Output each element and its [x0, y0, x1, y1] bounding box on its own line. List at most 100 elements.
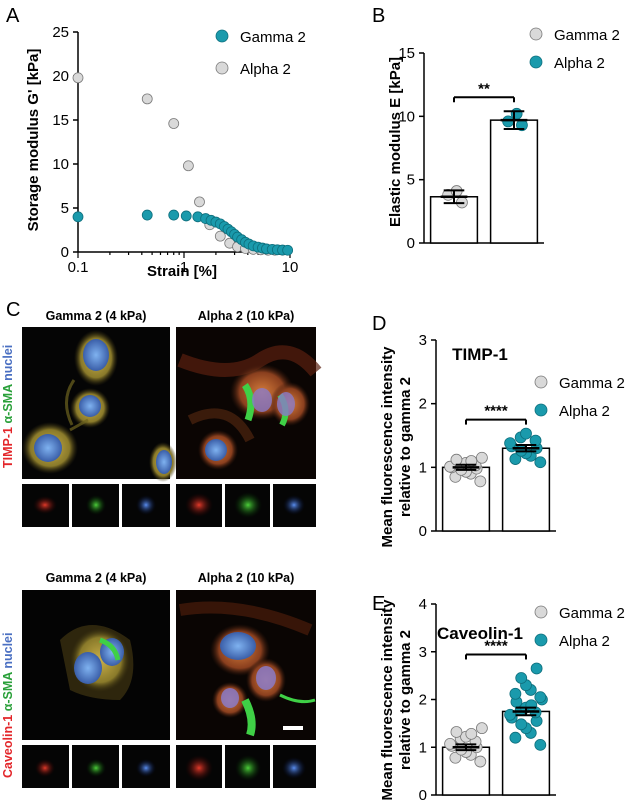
chart-a-point: [182, 160, 194, 172]
chart-d-significance-label: ****: [484, 403, 508, 420]
chart-d-legend-label: Gamma 2: [559, 375, 625, 392]
micrograph-title-alpha-bottom: Alpha 2 (10 kPa): [198, 571, 295, 585]
chart-b-legend-marker: [529, 55, 543, 69]
chart-b-ytick-label: 5: [407, 172, 415, 189]
stain-label-row1: TIMP-1 α-SMA nuclei: [1, 345, 15, 468]
chart-e-point: [465, 727, 478, 740]
chart-e-legend-marker: [534, 633, 548, 647]
chart-a-series-gamma-2: [72, 209, 294, 256]
chart-b-legend-label: Alpha 2: [554, 55, 605, 72]
micrograph-title-alpha-top: Alpha 2 (10 kPa): [198, 309, 295, 323]
chart-d-legend-label: Alpha 2: [559, 403, 610, 420]
chart-e-ylabel-line1: Mean fluorescence intensity: [379, 599, 396, 801]
chart-d-point: [529, 434, 542, 447]
micrograph-gamma-caveolin-merge: [22, 590, 170, 740]
chart-d-point: [476, 451, 488, 464]
panel-label-b: B: [372, 5, 385, 27]
chart-a-legend-label: Gamma 2: [240, 29, 306, 46]
chart-e-ylabel-line2: relative to gamma 2: [397, 630, 414, 770]
chart-d-point: [520, 427, 532, 440]
panel-label-c: C: [6, 299, 20, 321]
chart-e-point: [515, 718, 528, 731]
chart-d-legend-marker: [534, 403, 548, 417]
chart-e-point: [509, 731, 522, 744]
chart-e-ytick-label: 1: [419, 739, 427, 756]
chart-e-point: [530, 662, 543, 675]
chart-d-ytick-label: 0: [419, 523, 427, 540]
chart-a-point: [282, 244, 294, 256]
chart-a: Storage modulus G' [kPa] Strain [%] 0510…: [25, 24, 306, 280]
chart-d-point: [450, 453, 463, 466]
chart-b-ytick-label: 0: [407, 235, 415, 252]
stain-blue-row1: nuclei: [1, 345, 15, 381]
stain-blue-row2: nuclei: [1, 633, 15, 669]
chart-a-point: [141, 209, 153, 221]
chart-e-point: [509, 687, 522, 700]
channel-strip-row2: [22, 745, 316, 788]
panel-label-a: A: [6, 5, 20, 27]
chart-a-legend-marker: [215, 29, 229, 43]
chart-e: Caveolin-1 Mean fluorescence intensity r…: [379, 596, 625, 804]
chart-d-point: [504, 437, 516, 450]
chart-a-ytick-label: 10: [52, 156, 69, 173]
chart-a-point: [194, 196, 205, 208]
chart-d-legend-marker: [534, 375, 548, 389]
chart-a-point: [168, 209, 180, 221]
chart-e-ytick-label: 3: [419, 644, 427, 661]
chart-e-point: [476, 722, 488, 735]
chart-e-point: [525, 699, 538, 712]
chart-b-bar: [489, 119, 539, 244]
chart-d: TIMP-1 Mean fluorescence intensity relat…: [379, 332, 625, 547]
chart-d-point: [509, 453, 522, 465]
chart-d-ytick-label: 2: [419, 396, 427, 413]
chart-b-ytick-label: 10: [398, 108, 415, 125]
chart-b-ylabel: Elastic modulus E [kPa]: [387, 57, 404, 227]
chart-a-xlabel: Strain [%]: [147, 263, 217, 280]
chart-e-ytick-label: 2: [419, 692, 427, 709]
micrograph-title-gamma-bottom: Gamma 2 (4 kPa): [46, 571, 147, 585]
chart-e-point: [534, 691, 547, 704]
chart-b-legend-label: Gamma 2: [554, 27, 620, 44]
chart-a-legend-label: Alpha 2: [240, 61, 291, 78]
chart-d-ytick-label: 3: [419, 332, 427, 349]
stain-label-row2: Caveolin-1 α-SMA nuclei: [1, 633, 15, 778]
chart-a-ytick-label: 5: [61, 200, 69, 217]
chart-a-xtick-label: 0.1: [68, 259, 89, 276]
chart-a-series-alpha-2: [72, 72, 288, 256]
chart-b-ytick-label: 15: [398, 45, 415, 62]
chart-e-point: [450, 726, 463, 738]
micrograph-title-gamma-top: Gamma 2 (4 kPa): [46, 309, 147, 323]
chart-e-legend-label: Alpha 2: [559, 633, 610, 650]
chart-e-point: [449, 751, 462, 764]
chart-d-point: [534, 456, 547, 469]
chart-d-ylabel-line1: Mean fluorescence intensity: [379, 346, 396, 548]
chart-a-point: [141, 93, 153, 105]
chart-b: Elastic modulus E [kPa] 0 5 10 15 ** Gamma …: [387, 27, 620, 252]
micrograph-alpha-caveolin-merge: [176, 590, 316, 740]
chart-e-point: [515, 672, 528, 684]
chart-a-legend-marker: [215, 61, 229, 75]
scale-bar: [283, 726, 303, 730]
chart-e-title: Caveolin-1: [437, 624, 523, 643]
chart-d-ylabel-line2: relative to gamma 2: [397, 377, 414, 517]
panel-label-d: D: [372, 313, 386, 335]
chart-e-ytick-label: 0: [419, 787, 427, 803]
chart-b-legend-marker: [529, 27, 543, 41]
chart-a-point: [214, 230, 226, 242]
stain-red-row1: TIMP-1: [1, 427, 15, 468]
chart-d-title: TIMP-1: [452, 345, 508, 364]
chart-d-point: [474, 475, 487, 488]
chart-d-ytick-label: 1: [419, 459, 427, 476]
chart-a-ytick-label: 25: [52, 24, 69, 41]
chart-a-ytick-label: 20: [52, 68, 69, 85]
chart-e-point: [474, 755, 487, 768]
chart-a-xtick-label: 10: [282, 259, 299, 276]
chart-b-point: [502, 115, 515, 128]
stain-green-row1: α-SMA: [1, 384, 15, 424]
stain-green-row2: α-SMA: [1, 672, 15, 712]
chart-b-point: [510, 107, 523, 120]
chart-a-ytick-label: 0: [61, 244, 69, 261]
chart-b-significance-label: **: [478, 80, 490, 97]
chart-e-legend-marker: [534, 605, 548, 619]
